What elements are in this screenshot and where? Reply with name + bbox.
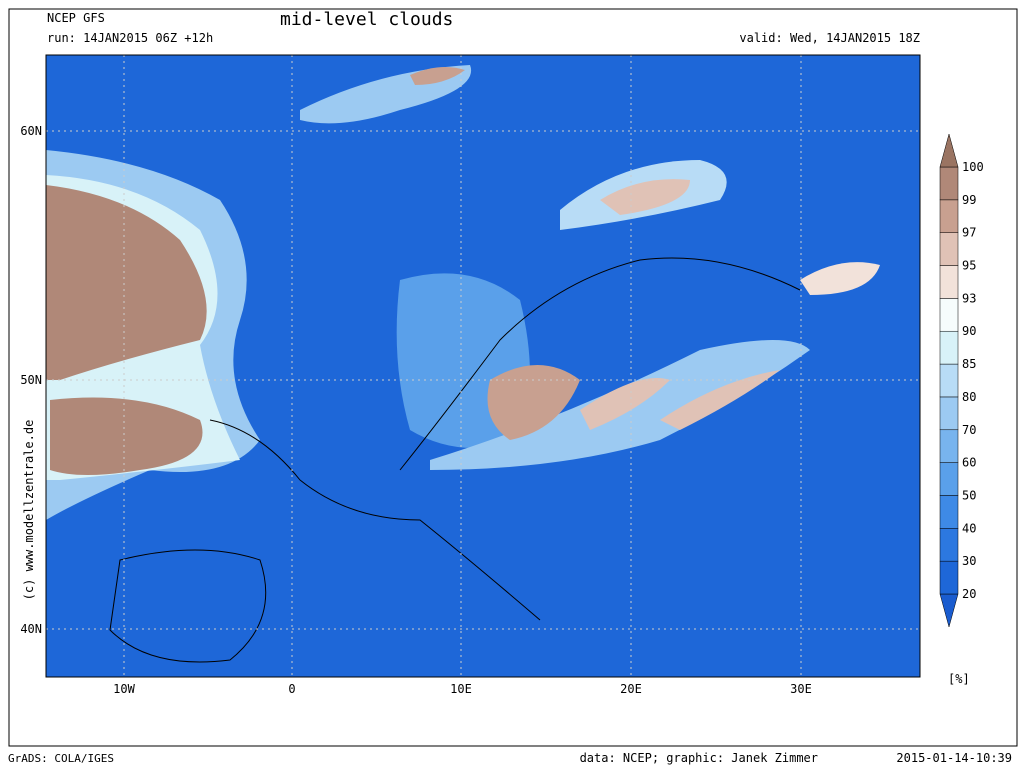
- colorbar-segment: [939, 396, 959, 431]
- cloud-area: [487, 365, 580, 440]
- colorbar-segment: [939, 593, 959, 628]
- colorbar-segment: [939, 298, 959, 332]
- cloud-area: [580, 378, 670, 430]
- colorbar-label: 80: [962, 390, 976, 404]
- lat-label: 60N: [20, 124, 42, 138]
- colorbar-segment: [939, 495, 959, 529]
- watermark: (c) www.modellzentrale.de: [22, 420, 36, 601]
- colorbar-label: 99: [962, 193, 976, 207]
- colorbar-segment: [939, 232, 959, 266]
- colorbar-segment: [939, 199, 959, 233]
- colorbar-label: 30: [962, 554, 976, 568]
- colorbar-segment: [939, 560, 959, 595]
- credit: data: NCEP; graphic: Janek Zimmer: [580, 751, 818, 765]
- model: NCEP GFS: [47, 11, 105, 25]
- colorbar: 20 30 40 50 60 70 80 85 90 93 95 97 99 100: [939, 133, 984, 628]
- cloud-area: [50, 397, 203, 475]
- lon-label: 10E: [450, 682, 472, 696]
- colorbar-segment: [939, 363, 959, 398]
- colorbar-label: 100: [962, 160, 984, 174]
- colorbar-label: 95: [962, 259, 976, 273]
- lon-label: 0: [288, 682, 295, 696]
- colorbar-segment: [939, 330, 959, 365]
- colorbar-segment: [939, 462, 959, 496]
- coastline: [109, 549, 267, 663]
- cloud-area: [410, 66, 465, 85]
- valid-time: valid: Wed, 14JAN2015 18Z: [739, 31, 920, 45]
- colorbar-segment: [939, 265, 959, 299]
- software: GrADS: COLA/IGES: [8, 752, 114, 765]
- colorbar-label: 97: [962, 226, 976, 240]
- map-frame: [45, 54, 921, 678]
- lon-label: 20E: [620, 682, 642, 696]
- lon-label: 10W: [113, 682, 135, 696]
- colorbar-label: 50: [962, 488, 976, 502]
- timestamp: 2015-01-14-10:39: [896, 751, 1012, 765]
- colorbar-label: 70: [962, 423, 976, 437]
- colorbar-label: 90: [962, 324, 976, 338]
- title: mid-level clouds: [280, 9, 453, 30]
- cloud-area: [800, 262, 880, 295]
- colorbar-label: 93: [962, 291, 976, 305]
- colorbar-label: 85: [962, 357, 976, 371]
- colorbar-segment: [939, 166, 959, 201]
- colorbar-segment: [939, 528, 959, 562]
- lon-label: 30E: [790, 682, 812, 696]
- colorbar-segment: [939, 133, 959, 168]
- colorbar-label: 60: [962, 456, 976, 470]
- cloud-area: [660, 370, 780, 430]
- cloud-area: [46, 185, 207, 380]
- colorbar-label: 40: [962, 521, 976, 535]
- colorbar-segment: [939, 429, 959, 463]
- map: [45, 54, 921, 678]
- run: run: 14JAN2015 06Z +12h: [47, 31, 213, 45]
- frame: [8, 8, 1018, 747]
- unit: [%]: [948, 672, 970, 686]
- cloud-area: [600, 179, 690, 215]
- lat-label: 50N: [20, 373, 42, 387]
- colorbar-label: 20: [962, 587, 976, 601]
- lat-label: 40N: [20, 622, 42, 636]
- border: [209, 257, 801, 621]
